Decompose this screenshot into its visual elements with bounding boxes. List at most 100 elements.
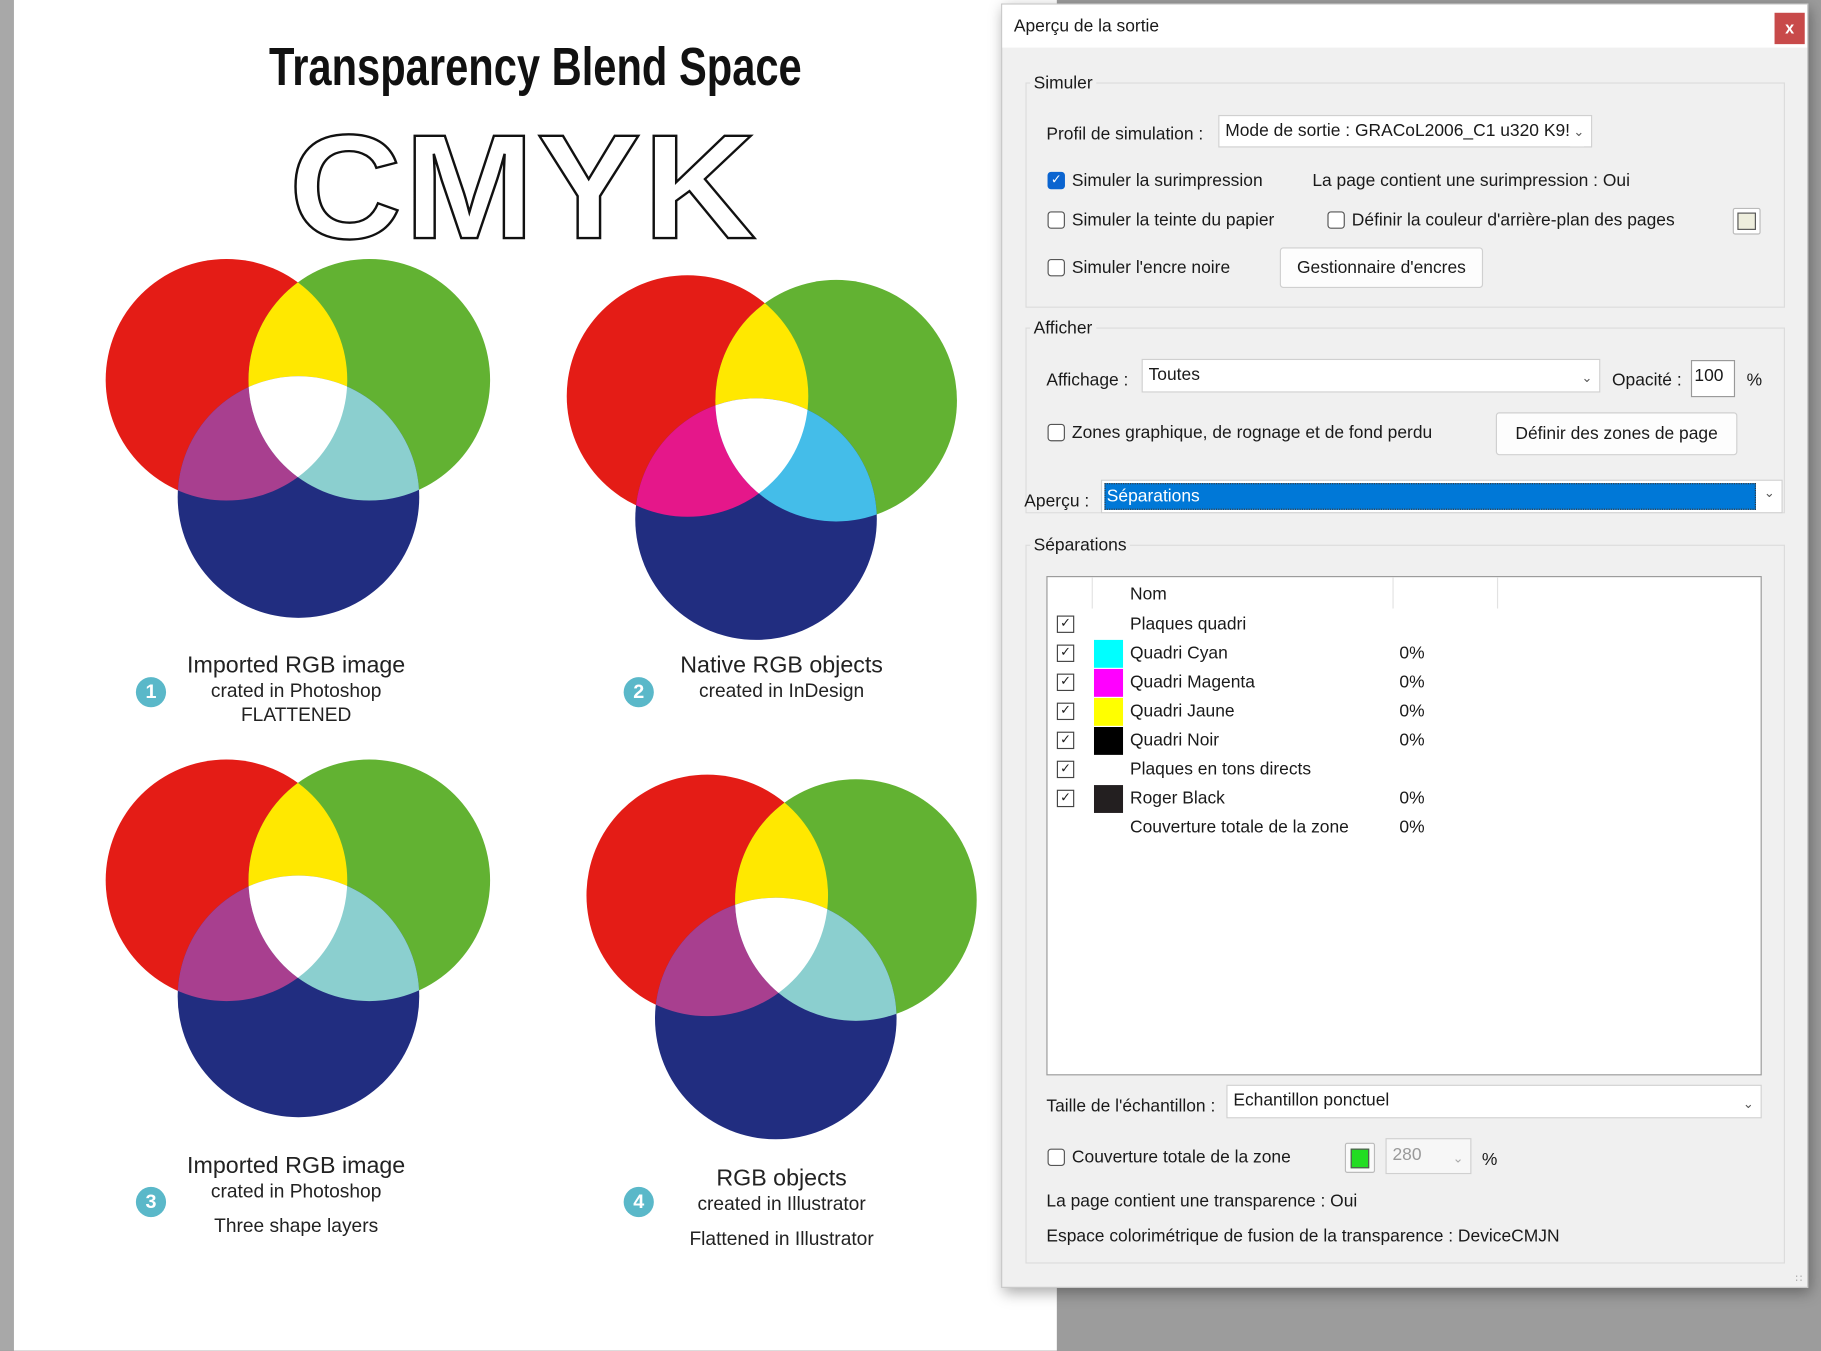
coverage-percent: % bbox=[1481, 1149, 1498, 1170]
separation-value: 0% bbox=[1399, 817, 1425, 838]
paper-tint-checkbox[interactable] bbox=[1047, 211, 1065, 229]
opacity-percent: % bbox=[1746, 370, 1763, 391]
separation-name: Plaques quadri bbox=[1129, 614, 1247, 635]
preview-label: Aperçu : bbox=[1024, 491, 1090, 511]
ink-swatch bbox=[1093, 785, 1124, 813]
sample-size-value: Echantillon ponctuel bbox=[1233, 1090, 1390, 1111]
close-button[interactable]: x bbox=[1774, 12, 1805, 45]
figure-badge-2: 2 bbox=[623, 677, 654, 708]
coverage-value-input[interactable]: 280 ⌄ bbox=[1385, 1138, 1472, 1175]
zones-checkbox[interactable] bbox=[1047, 423, 1065, 442]
chevron-down-icon: ⌄ bbox=[1742, 1097, 1754, 1112]
figure-badge-4: 4 bbox=[623, 1186, 654, 1218]
separations-list[interactable]: Nom ✓ Plaques quadri ✓ Quadri Cyan 0% ✓ Quadri… bbox=[1046, 576, 1762, 1076]
ink-manager-button[interactable]: Gestionnaire d'encres bbox=[1279, 247, 1484, 289]
ink-swatch bbox=[1093, 668, 1124, 697]
separation-checkbox[interactable]: ✓ bbox=[1056, 789, 1075, 808]
black-ink-checkbox[interactable] bbox=[1047, 258, 1065, 277]
separation-checkbox[interactable]: ✓ bbox=[1056, 702, 1075, 721]
chevron-down-icon: ⌄ bbox=[1763, 486, 1775, 501]
column-divider bbox=[1496, 577, 1499, 609]
figure-3-caption: Imported RGB image bbox=[187, 1153, 406, 1179]
separation-name: Quadri Magenta bbox=[1129, 672, 1255, 693]
define-page-zones-button[interactable]: Définir des zones de page bbox=[1495, 412, 1738, 456]
simulation-profile-dropdown[interactable]: Mode de sortie : GRACoL2006_C1 u320 K9! … bbox=[1218, 114, 1593, 148]
separation-checkbox[interactable]: ✓ bbox=[1056, 731, 1075, 750]
simulation-profile-label: Profil de simulation : bbox=[1046, 124, 1204, 145]
dialog-titlebar[interactable]: Aperçu de la sortie x bbox=[1002, 4, 1808, 48]
separation-value: 0% bbox=[1399, 701, 1425, 722]
document-page bbox=[13, 0, 1057, 1351]
bg-color-label: Définir la couleur d'arrière-plan des pa… bbox=[1351, 210, 1675, 230]
bg-color-swatch-button[interactable] bbox=[1732, 207, 1761, 235]
figure-1-caption: FLATTENED bbox=[240, 704, 352, 726]
separation-name: Couverture totale de la zone bbox=[1129, 817, 1349, 838]
display-legend: Afficher bbox=[1030, 318, 1096, 338]
bg-color-checkbox[interactable] bbox=[1327, 211, 1345, 229]
ink-swatch bbox=[1093, 639, 1124, 668]
page-title: Transparency Blend Space bbox=[269, 36, 802, 97]
separation-row[interactable]: ✓ Plaques quadri bbox=[1048, 611, 1762, 640]
separation-row[interactable]: ✓ Quadri Magenta 0% bbox=[1048, 668, 1762, 698]
column-divider bbox=[1392, 577, 1394, 609]
ink-swatch bbox=[1093, 727, 1124, 755]
display-dropdown[interactable]: Toutes ⌄ bbox=[1141, 358, 1601, 393]
separation-row[interactable]: ✓ Plaques en tons directs bbox=[1048, 756, 1762, 785]
separation-checkbox[interactable]: ✓ bbox=[1056, 615, 1075, 633]
separations-legend: Séparations bbox=[1030, 535, 1131, 556]
chevron-down-icon: ⌄ bbox=[1452, 1152, 1464, 1166]
separation-name: Quadri Noir bbox=[1129, 730, 1220, 751]
display-label: Affichage : bbox=[1046, 370, 1129, 391]
dialog-title: Aperçu de la sortie bbox=[1013, 16, 1160, 37]
separation-value: 0% bbox=[1399, 788, 1425, 809]
separation-checkbox[interactable]: ✓ bbox=[1056, 644, 1075, 662]
display-value: Toutes bbox=[1148, 364, 1200, 385]
separation-name: Roger Black bbox=[1129, 788, 1225, 809]
figure-badge-3: 3 bbox=[135, 1186, 167, 1218]
separation-row[interactable]: ✓ Quadri Noir 0% bbox=[1048, 727, 1762, 756]
separation-name: Quadri Jaune bbox=[1129, 701, 1235, 722]
figure-badge-1: 1 bbox=[135, 677, 167, 708]
coverage-checkbox[interactable] bbox=[1047, 1148, 1065, 1166]
coverage-value: 280 bbox=[1392, 1145, 1422, 1165]
figure-4-caption: RGB objects bbox=[716, 1165, 847, 1192]
figure-1-caption: Imported RGB image bbox=[187, 652, 406, 679]
separation-name: Quadri Cyan bbox=[1129, 643, 1228, 664]
sample-size-dropdown[interactable]: Echantillon ponctuel ⌄ bbox=[1226, 1084, 1762, 1119]
coverage-color-swatch bbox=[1350, 1148, 1370, 1169]
figure-4-caption: Flattened in Illustrator bbox=[689, 1228, 874, 1250]
red-blue-overlap bbox=[655, 897, 829, 1017]
red-blue-overlap bbox=[635, 398, 809, 517]
figure-3-caption: crated in Photoshop bbox=[210, 1181, 382, 1202]
coverage-color-button[interactable] bbox=[1344, 1142, 1376, 1173]
separation-row[interactable]: ✓ Quadri Cyan 0% bbox=[1048, 639, 1762, 669]
black-ink-label: Simuler l'encre noire bbox=[1071, 257, 1231, 278]
simulate-overprint-checkbox[interactable]: ✓ bbox=[1047, 171, 1065, 190]
column-header-name[interactable]: Nom bbox=[1129, 584, 1167, 604]
simulate-legend: Simuler bbox=[1030, 73, 1097, 93]
resize-grip-icon[interactable]: ∷ bbox=[1795, 1272, 1803, 1285]
separation-row[interactable]: ✓ Quadri Jaune 0% bbox=[1048, 697, 1762, 727]
separation-row[interactable]: Couverture totale de la zone 0% bbox=[1048, 814, 1762, 843]
preview-dropdown[interactable]: Séparations ⌄ bbox=[1100, 479, 1783, 514]
separation-checkbox[interactable]: ✓ bbox=[1056, 673, 1075, 692]
separations-group bbox=[1025, 544, 1785, 1264]
overprint-info: La page contient une surimpression : Oui bbox=[1312, 170, 1630, 191]
canvas-margin bbox=[0, 0, 14, 1351]
blend-space-info: Espace colorimétrique de fusion de la tr… bbox=[1046, 1226, 1560, 1247]
separation-value: 0% bbox=[1399, 643, 1425, 664]
separation-checkbox[interactable]: ✓ bbox=[1056, 760, 1075, 779]
venn-diagram-3 bbox=[105, 759, 491, 1118]
sample-size-label: Taille de l'échantillon : bbox=[1046, 1096, 1216, 1117]
separation-row[interactable]: ✓ Roger Black 0% bbox=[1048, 785, 1762, 814]
opacity-input[interactable]: 100 bbox=[1690, 360, 1736, 398]
chevron-down-icon: ⌄ bbox=[1569, 117, 1585, 147]
figure-3-caption: Three shape layers bbox=[214, 1215, 379, 1237]
simulate-overprint-label: Simuler la surimpression bbox=[1071, 170, 1263, 191]
venn-diagram-1 bbox=[105, 258, 491, 618]
page-subtitle-cmyk: CMYK bbox=[288, 103, 759, 271]
opacity-label: Opacité : bbox=[1611, 370, 1682, 391]
figure-4-caption: created in Illustrator bbox=[697, 1193, 866, 1215]
paper-tint-label: Simuler la teinte du papier bbox=[1071, 210, 1275, 230]
